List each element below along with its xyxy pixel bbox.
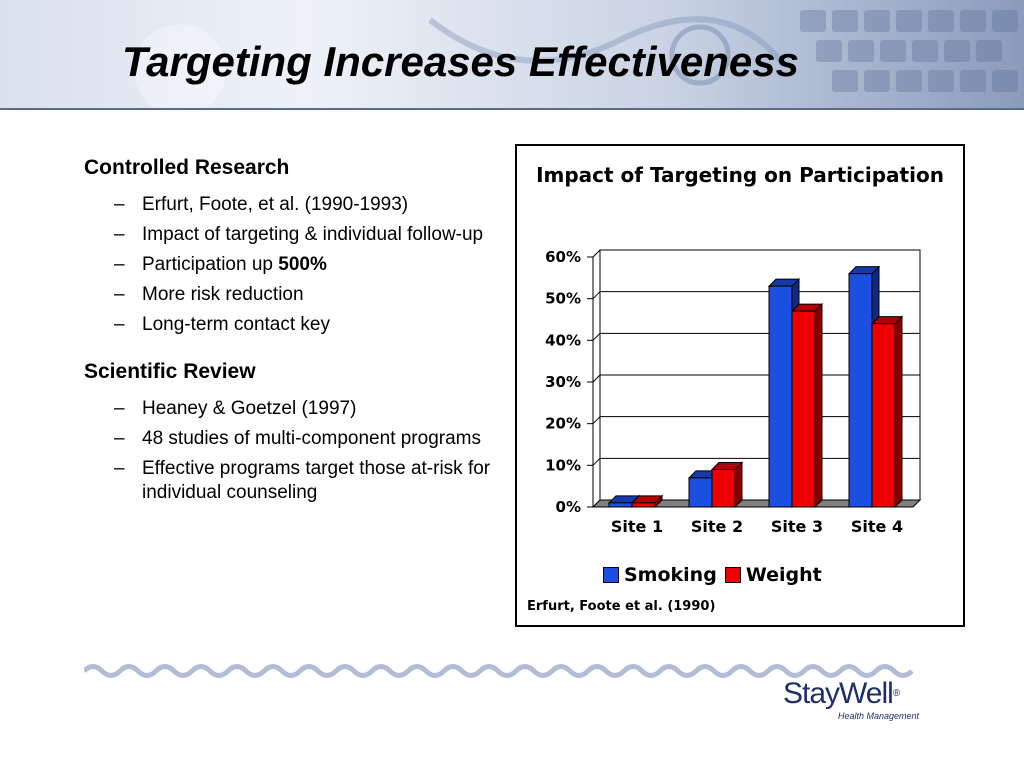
- text-column: Controlled Research – Erfurt, Foote, et a…: [84, 155, 504, 511]
- bullet-text: Erfurt, Foote, et al. (1990-1993): [142, 194, 409, 215]
- bullet-text: Impact of targeting & individual follow-…: [142, 224, 484, 245]
- dash-bullet: –: [114, 194, 125, 215]
- bullet-text: Participation up: [142, 254, 279, 275]
- dash-bullet: –: [114, 314, 125, 335]
- chart-panel: Impact of Targeting on Participation 0% 1…: [515, 144, 965, 627]
- list-item: – Heaney & Goetzel (1997): [84, 397, 504, 421]
- bar-side: [894, 315, 903, 509]
- legend-item-weight: Weight: [724, 564, 822, 586]
- bar: [791, 310, 816, 508]
- bar-chart: 0% 10% 20% 30% 40% 50% 60% Site 1 Site 2 Site 3 Si…: [545, 248, 922, 536]
- bullet-text: Heaney & Goetzel (1997): [142, 398, 357, 419]
- bullet-list: – Heaney & Goetzel (1997) –48 studies of …: [84, 397, 504, 505]
- bar-side: [734, 461, 743, 509]
- legend-item-smoking: Smoking: [603, 564, 717, 586]
- dash-bullet: –: [114, 398, 125, 419]
- x-tick-label: Site 1: [611, 517, 663, 536]
- y-tick-label: 40%: [545, 331, 581, 349]
- banner-decoration: [134, 10, 1018, 110]
- legend-swatch: [603, 567, 619, 583]
- logo-tagline: Health Management: [838, 711, 920, 721]
- list-item: – More risk reduction: [84, 283, 504, 307]
- legend-swatch: [724, 567, 741, 583]
- banner-divider: [0, 108, 1024, 110]
- bar: [871, 323, 896, 508]
- dash-bullet: –: [114, 284, 125, 305]
- y-tick-label: 10%: [545, 456, 581, 474]
- legend-label: Weight: [745, 564, 822, 586]
- y-tick-label: 60%: [545, 248, 581, 266]
- bar: [608, 502, 633, 508]
- y-tick-label: 30%: [545, 373, 581, 391]
- x-tick-label: Site 3: [771, 517, 823, 536]
- gridline-depth: [592, 249, 601, 258]
- bar: [711, 469, 736, 508]
- chart-title: Impact of Targeting on Participation: [536, 163, 944, 187]
- logo-registered-mark: ®: [892, 688, 900, 699]
- header-banner: [0, 0, 1024, 110]
- bar: [848, 273, 873, 508]
- dash-bullet: –: [114, 254, 125, 275]
- bullet-text: More risk reduction: [142, 284, 304, 305]
- list-item: – Impact of targeting & individual follow…: [84, 223, 504, 247]
- y-tick-label: 0%: [556, 498, 581, 516]
- list-item: – Erfurt, Foote, et al. (1990-1993): [84, 193, 504, 217]
- section-heading: Scientific Review: [84, 360, 256, 383]
- chart-legend: Smoking Weight: [603, 564, 830, 586]
- bullet-emphasis: 500%: [278, 254, 327, 275]
- bullet-text: Effective programs target those at-risk …: [142, 458, 491, 503]
- x-tick-label: Site 2: [691, 517, 743, 536]
- bar-side: [814, 302, 823, 509]
- wave-divider: [84, 664, 914, 678]
- section-heading: Controlled Research: [84, 156, 290, 179]
- slide-title: Targeting Increases Effectiveness: [122, 38, 799, 85]
- legend-label: Smoking: [624, 564, 717, 586]
- chart-source: Erfurt, Foote et al. (1990): [527, 599, 716, 614]
- bullet-text: Long-term contact key: [142, 314, 330, 335]
- dash-bullet: –: [114, 224, 125, 245]
- dash-bullet: –: [114, 458, 125, 479]
- bar: [688, 477, 713, 508]
- dash-bullet: –: [114, 428, 125, 449]
- gridline-depth: [592, 291, 601, 300]
- list-item: – Participation up 500%: [84, 253, 504, 277]
- bullet-text: 48 studies of multi-component programs: [142, 428, 481, 449]
- y-tick-label: 50%: [545, 290, 581, 308]
- list-item: – Effective programs target those at-risk…: [84, 457, 504, 505]
- gridline-depth: [592, 457, 601, 466]
- list-item: – Long-term contact key: [84, 313, 504, 337]
- gridline-depth: [592, 374, 601, 383]
- bar: [768, 285, 793, 508]
- logo-wordmark: StayWell: [783, 677, 894, 710]
- x-tick-label: Site 4: [851, 517, 903, 536]
- y-tick-label: 20%: [545, 415, 581, 433]
- bullet-list: – Erfurt, Foote, et al. (1990-1993) – Impa…: [84, 193, 504, 337]
- gridline-depth: [592, 332, 601, 341]
- gridline-depth: [592, 416, 601, 425]
- staywell-logo: StayWell® Health Management: [783, 678, 923, 724]
- bar: [631, 502, 656, 508]
- list-item: –48 studies of multi-component programs: [84, 427, 504, 451]
